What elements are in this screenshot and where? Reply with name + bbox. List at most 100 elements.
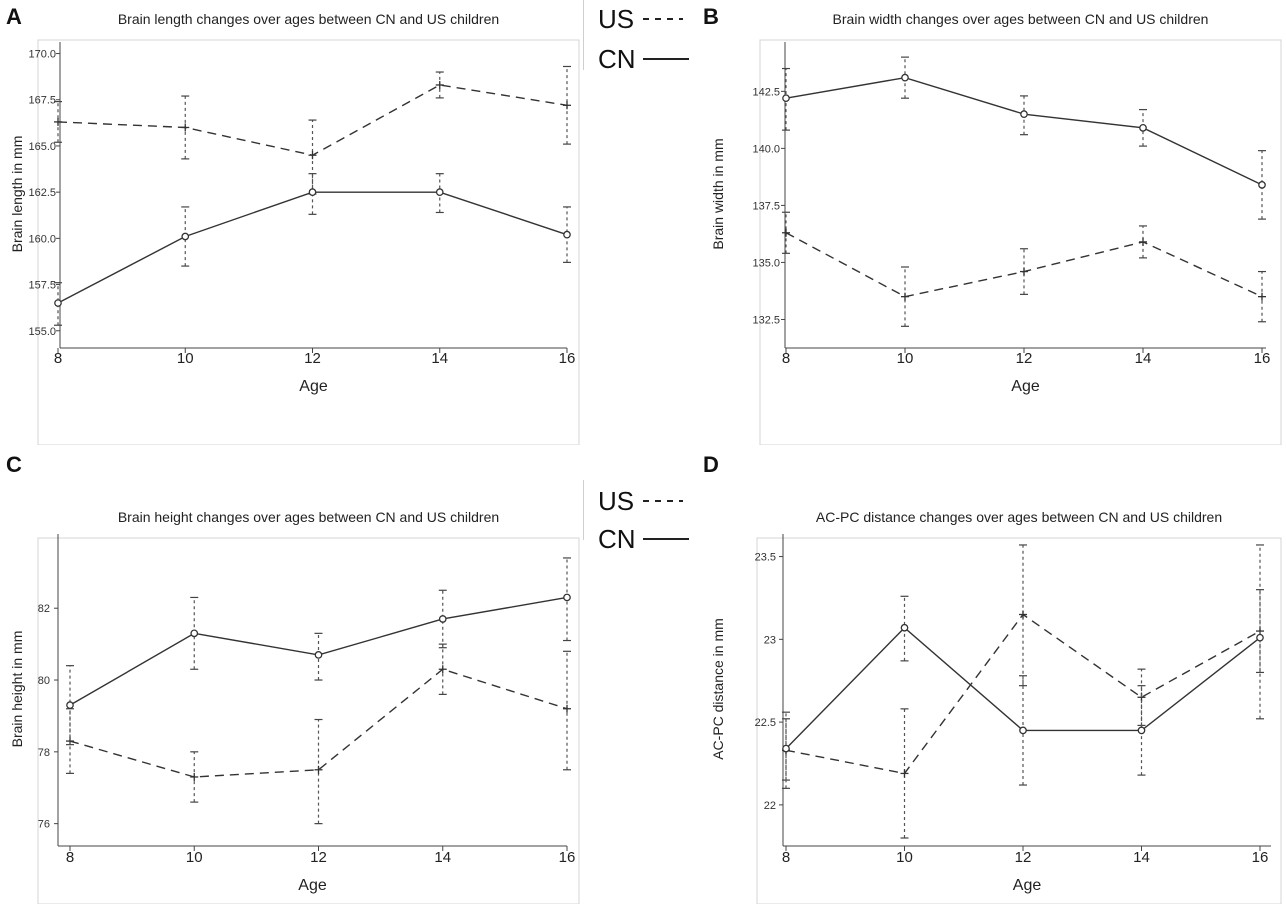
x-tick-label: 16	[1252, 849, 1269, 866]
x-tick-label: 8	[782, 849, 790, 866]
data-point-cn	[1258, 181, 1266, 189]
x-tick-label: 10	[896, 849, 913, 866]
chart-title: AC-PC distance changes over ages between…	[816, 509, 1222, 525]
y-tick-label: 80	[38, 675, 50, 687]
y-tick-label: 165.0	[28, 141, 56, 153]
data-point-cn	[1020, 110, 1028, 119]
x-tick-label: 14	[1135, 350, 1152, 367]
data-point-us	[563, 704, 571, 713]
legend-solid-swatch	[642, 58, 689, 61]
legend-divider-bottom	[583, 480, 584, 540]
x-tick-label: 16	[559, 849, 576, 866]
series-line-cn	[57, 191, 568, 304]
series-line-us	[69, 668, 568, 778]
data-point-us	[181, 123, 190, 132]
data-point-us	[54, 117, 62, 126]
data-point-us	[901, 292, 909, 301]
legend-solid-swatch	[642, 538, 689, 541]
data-point-cn	[308, 188, 317, 197]
chart-frame	[37, 537, 580, 904]
data-point-cn	[181, 232, 190, 241]
data-point-us	[314, 765, 323, 774]
x-tick-label: 10	[177, 350, 194, 367]
y-tick-label: 135.0	[752, 257, 780, 269]
x-axis-label: Age	[299, 378, 328, 395]
data-point-cn	[563, 230, 571, 239]
legend-divider-top	[583, 0, 584, 70]
data-point-cn	[54, 299, 62, 307]
x-tick-label: 16	[559, 350, 576, 367]
y-tick-label: 157.5	[28, 280, 56, 292]
legend-dashed-swatch	[643, 500, 684, 503]
data-point-us	[563, 101, 571, 110]
data-point-cn	[190, 629, 199, 638]
x-axis-label: Age	[1013, 877, 1042, 894]
y-tick-label: 167.5	[28, 95, 56, 107]
x-tick-label: 14	[434, 849, 451, 866]
legend-bottom: US CN	[598, 482, 698, 562]
y-tick-label: 22.5	[755, 717, 776, 729]
y-tick-label: 22	[764, 800, 776, 812]
data-point-us	[1020, 267, 1028, 276]
legend-us-entry: US	[598, 2, 685, 35]
x-tick-label: 12	[1015, 849, 1032, 866]
y-axis-label: Brain width in mm	[710, 138, 726, 249]
legend-cn-entry: CN	[598, 42, 689, 75]
data-point-us	[308, 151, 317, 160]
x-tick-label: 8	[782, 350, 790, 367]
legend-cn-label: CN	[598, 43, 636, 74]
chart-title: Brain height changes over ages between C…	[118, 509, 499, 525]
panel-letter-d: D	[703, 452, 719, 477]
y-tick-label: 142.5	[752, 86, 780, 98]
chart-title: Brain length changes over ages between C…	[118, 11, 499, 27]
x-axis-label: Age	[1011, 378, 1040, 395]
y-tick-label: 162.5	[28, 187, 56, 199]
panel-letter-b: B	[703, 4, 719, 29]
data-point-us	[435, 80, 444, 89]
y-axis-label: Brain length in mm	[9, 136, 25, 253]
y-axis-label: AC-PC distance in mm	[710, 618, 726, 760]
chart-panel-d: AC-PC distance changes over ages between…	[710, 509, 1282, 904]
data-point-cn	[563, 593, 571, 602]
legend-us-entry: US	[598, 484, 685, 517]
data-point-cn	[314, 651, 323, 659]
data-point-cn	[1019, 726, 1027, 735]
panel-letter-a: A	[6, 4, 22, 29]
x-tick-label: 12	[304, 350, 321, 367]
chart-frame	[37, 39, 580, 445]
legend-dashed-swatch	[643, 18, 684, 21]
panel-letter-c: C	[6, 452, 22, 477]
y-tick-label: 170.0	[28, 49, 56, 61]
x-axis-label: Age	[298, 877, 327, 894]
y-tick-label: 23	[764, 634, 776, 646]
data-point-cn	[900, 623, 909, 632]
y-tick-label: 23.5	[755, 552, 776, 564]
data-point-us	[900, 769, 909, 778]
legend-cn-entry: CN	[598, 522, 689, 555]
data-point-cn	[782, 94, 790, 103]
data-point-us	[190, 772, 199, 781]
legend-top: US CN	[598, 0, 698, 80]
y-tick-label: 132.5	[752, 314, 780, 326]
y-axis-label: Brain height in mm	[9, 631, 25, 748]
y-tick-label: 76	[38, 819, 50, 831]
data-point-cn	[1256, 633, 1264, 642]
x-tick-label: 16	[1254, 350, 1271, 367]
y-tick-label: 160.0	[28, 233, 56, 245]
y-tick-label: 82	[38, 603, 50, 615]
x-tick-label: 12	[310, 849, 327, 866]
data-point-cn	[1139, 123, 1147, 132]
legend-cn-label: CN	[598, 523, 636, 554]
series-line-cn	[785, 76, 1263, 186]
chart-panel-a: Brain length changes over ages between C…	[9, 11, 580, 445]
chart-panel-b: Brain width changes over ages between CN…	[710, 11, 1282, 445]
data-point-us	[1258, 292, 1266, 301]
data-point-us	[438, 665, 447, 674]
y-tick-label: 155.0	[28, 326, 56, 338]
x-tick-label: 12	[1016, 350, 1033, 367]
x-tick-label: 8	[66, 849, 74, 866]
x-tick-label: 14	[1133, 849, 1150, 866]
x-tick-label: 8	[54, 350, 62, 367]
chart-frame	[756, 537, 1282, 904]
chart-title: Brain width changes over ages between CN…	[833, 11, 1209, 27]
